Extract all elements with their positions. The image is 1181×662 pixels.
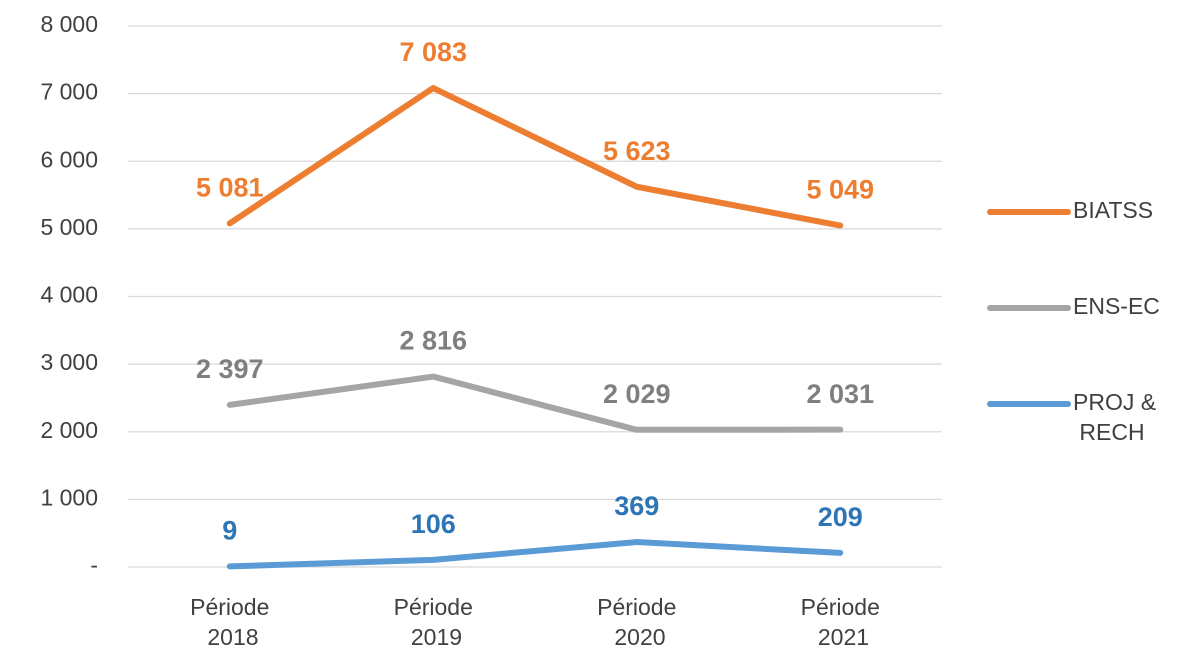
- data-label: 2 816: [399, 326, 467, 356]
- x-tick-label: Période 2020: [597, 594, 676, 650]
- y-tick-label: -: [90, 552, 98, 578]
- y-tick-label: 3 000: [40, 349, 98, 375]
- legend-label: PROJ & RECH: [1073, 389, 1156, 445]
- y-tick-label: 5 000: [40, 214, 98, 240]
- data-label: 209: [818, 502, 863, 532]
- x-tick-label: Période 2021: [801, 594, 880, 650]
- legend-label: ENS-EC: [1073, 293, 1160, 319]
- y-tick-label: 2 000: [40, 417, 98, 443]
- data-label: 2 031: [806, 379, 874, 409]
- data-label: 5 049: [806, 175, 874, 205]
- data-label: 9: [222, 516, 237, 546]
- x-tick-label: Période 2019: [394, 594, 473, 650]
- series-line: [226, 539, 844, 570]
- legend-label: BIATSS: [1073, 197, 1153, 223]
- data-label: 2 029: [603, 379, 671, 409]
- data-label: 5 623: [603, 136, 671, 166]
- x-tick-label: Période 2018: [190, 594, 269, 650]
- data-label: 5 081: [196, 173, 264, 203]
- y-tick-label: 8 000: [40, 11, 98, 37]
- series-line: [226, 373, 844, 433]
- y-tick-label: 4 000: [40, 282, 98, 308]
- series-line: [226, 85, 844, 229]
- data-label: 369: [614, 491, 659, 521]
- y-tick-label: 7 000: [40, 79, 98, 105]
- data-label: 7 083: [399, 37, 467, 67]
- y-tick-label: 1 000: [40, 484, 98, 510]
- y-tick-label: 6 000: [40, 146, 98, 172]
- data-label: 2 397: [196, 354, 264, 384]
- data-label: 106: [411, 509, 456, 539]
